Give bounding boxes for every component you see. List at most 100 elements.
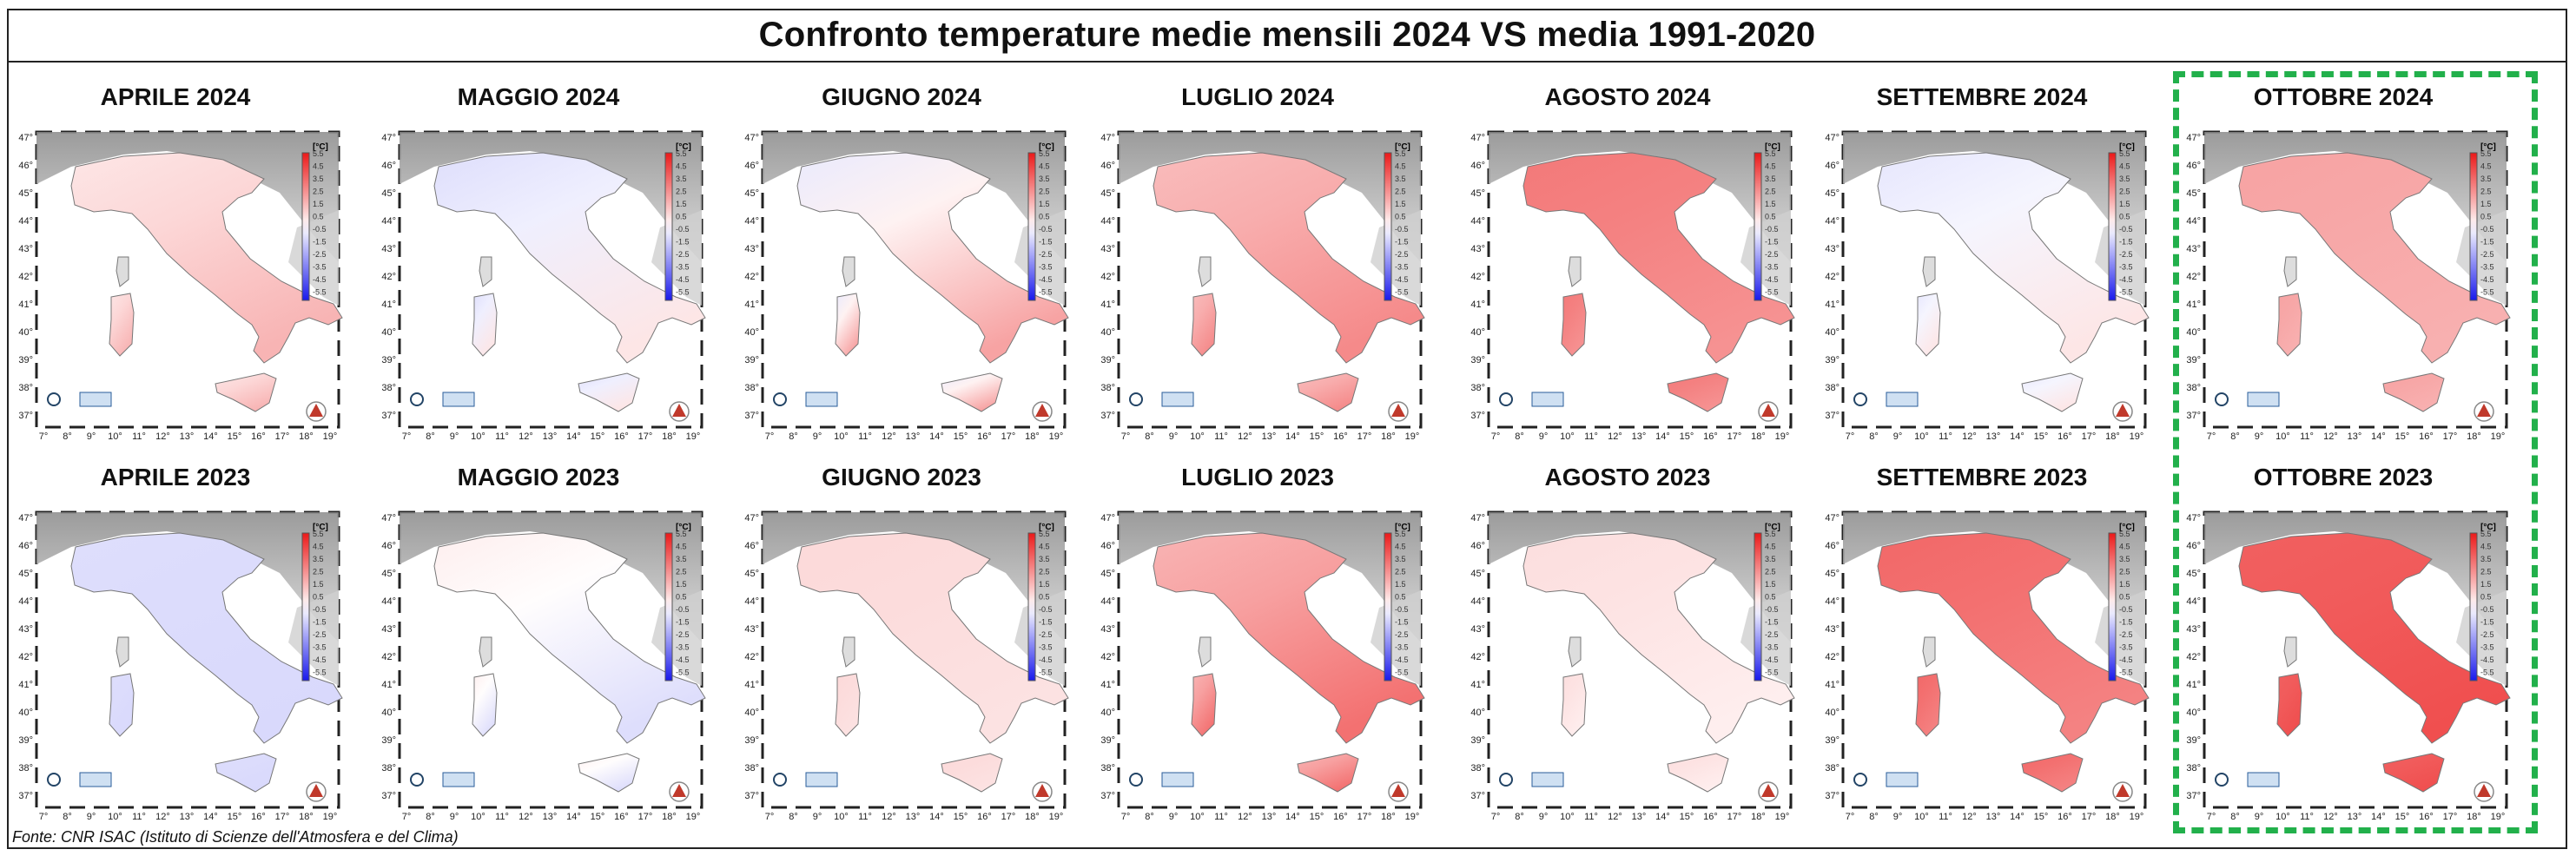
lon-label: 7° xyxy=(1121,431,1131,442)
colorbar-tick: 4.5 xyxy=(1395,543,1406,551)
colorbar-tick: 5.5 xyxy=(1395,149,1406,158)
lon-label: 10° xyxy=(834,812,849,822)
lat-label: 44° xyxy=(1825,596,1840,607)
cnr-logo xyxy=(1161,392,1194,407)
lon-label: 17° xyxy=(638,431,653,442)
terrain-relief xyxy=(1843,512,2145,642)
terrain-relief xyxy=(2204,132,2507,262)
colorbar-tick: 4.5 xyxy=(2480,162,2492,171)
region-sicily xyxy=(215,372,277,412)
lon-label: 9° xyxy=(2255,431,2264,442)
colorbar-tick: -5.5 xyxy=(2480,288,2494,297)
colorbar-tick: 2.5 xyxy=(2480,188,2492,196)
lon-label: 7° xyxy=(765,431,775,442)
colorbar-tick: -5.5 xyxy=(1765,288,1779,297)
lon-label: 16° xyxy=(2419,431,2434,442)
lat-label: 43° xyxy=(2186,244,2201,254)
region-sardinia xyxy=(472,293,498,357)
lon-label: 19° xyxy=(1775,812,1790,822)
lon-label: 14° xyxy=(2371,812,2386,822)
lon-label: 14° xyxy=(1655,431,1670,442)
compass-logo xyxy=(2474,781,2494,802)
lon-label: 17° xyxy=(275,812,290,822)
lon-label: 13° xyxy=(1262,431,1277,442)
lon-label: 18° xyxy=(1751,812,1766,822)
map-panel: MAGGIO 2024 [°C] 5.5 4.5 3.5 2.5 1.5 0.5 -0.5 -1.… xyxy=(365,80,712,444)
lon-label: 9° xyxy=(1169,431,1179,442)
lat-label: 38° xyxy=(1100,383,1115,393)
colorbar-tick: 1.5 xyxy=(2480,580,2492,589)
map-panel: SETTEMBRE 2023 [°C] 5.5 4.5 3.5 2.5 1.5 0.5 -0.5… xyxy=(1808,460,2156,825)
lat-label: 46° xyxy=(381,541,396,551)
colorbar-tick: 3.5 xyxy=(1765,174,1776,183)
lon-label: 9° xyxy=(1893,431,1903,442)
lon-label: 9° xyxy=(1169,812,1179,822)
terrain-relief xyxy=(2456,210,2507,306)
colorbar-tick: -2.5 xyxy=(1765,250,1779,259)
cnr-logo xyxy=(1886,392,1919,407)
lat-label: 43° xyxy=(1825,244,1840,254)
colorbar xyxy=(664,152,673,301)
lon-label: 15° xyxy=(228,431,242,442)
colorbar xyxy=(1384,532,1392,682)
lon-label: 18° xyxy=(1381,431,1396,442)
lat-label: 44° xyxy=(18,216,33,227)
colorbar-tick: -5.5 xyxy=(1395,288,1409,297)
lon-label: 19° xyxy=(2491,812,2506,822)
colorbar-tick: -0.5 xyxy=(2480,225,2494,234)
lat-label: 40° xyxy=(1100,327,1115,338)
compass-logo xyxy=(309,784,323,797)
terrain-relief xyxy=(1014,210,1065,306)
colorbar-tick: 2.5 xyxy=(1395,188,1406,196)
lat-label: 40° xyxy=(381,708,396,718)
lat-label: 47° xyxy=(1825,513,1840,523)
lon-label: 15° xyxy=(1680,431,1694,442)
lon-label: 7° xyxy=(39,431,49,442)
terrain-relief xyxy=(2095,590,2145,686)
colorbar-tick: 0.5 xyxy=(1765,213,1776,221)
lon-label: 19° xyxy=(1405,431,1420,442)
colorbar-tick: -1.5 xyxy=(1765,618,1779,627)
lat-label: 46° xyxy=(381,161,396,171)
colorbar-tick: -1.5 xyxy=(313,618,327,627)
lat-label: 43° xyxy=(2186,624,2201,635)
lat-label: 44° xyxy=(1470,216,1485,227)
lat-label: 43° xyxy=(1470,624,1485,635)
lon-label: 11° xyxy=(495,812,509,822)
lon-label: 9° xyxy=(450,431,459,442)
lat-label: 46° xyxy=(1100,541,1115,551)
lat-label: 40° xyxy=(1470,327,1485,338)
colorbar-tick: 5.5 xyxy=(2119,149,2130,158)
terrain-relief xyxy=(288,210,339,306)
lon-label: 15° xyxy=(591,431,605,442)
region-mainland xyxy=(1522,152,1795,364)
source-note: Fonte: CNR ISAC (Istituto di Scienze del… xyxy=(12,828,459,846)
lon-label: 18° xyxy=(2105,812,2120,822)
region-mainland xyxy=(2238,152,2511,364)
lon-label: 13° xyxy=(1632,812,1647,822)
lon-label: 8° xyxy=(63,431,72,442)
colorbar xyxy=(1027,152,1036,301)
colorbar-tick: -3.5 xyxy=(676,643,690,652)
lat-label: 41° xyxy=(2186,300,2201,310)
temperature-anomaly-map: [°C]5.5 4.5 3.5 2.5 1.5 0.5 -0.5 -1.5 -2.5 -3.5 -4… xyxy=(1100,130,1425,442)
title-bar: Confronto temperature medie mensili 2024… xyxy=(7,9,2567,63)
panel-title: LUGLIO 2024 xyxy=(1181,83,1334,110)
colorbar-tick: -4.5 xyxy=(313,655,327,664)
lat-label: 40° xyxy=(744,327,759,338)
colorbar xyxy=(2108,532,2117,682)
lat-label: 43° xyxy=(18,244,33,254)
colorbar-tick: -0.5 xyxy=(1395,605,1409,614)
lat-label: 40° xyxy=(1100,708,1115,718)
colorbar-tick: -0.5 xyxy=(1765,225,1779,234)
lat-label: 38° xyxy=(18,763,33,774)
colorbar-tick: -5.5 xyxy=(1765,668,1779,677)
lat-label: 39° xyxy=(1825,735,1840,746)
colorbar-tick: -5.5 xyxy=(1039,668,1053,677)
lat-label: 38° xyxy=(18,383,33,393)
lon-label: 14° xyxy=(2010,812,2024,822)
lat-label: 37° xyxy=(1100,791,1115,801)
lat-label: 45° xyxy=(1825,569,1840,579)
map-panel: GIUGNO 2024 [°C] 5.5 4.5 3.5 2.5 1.5 0.5 -0.5 -1.… xyxy=(728,80,1075,444)
lat-label: 42° xyxy=(18,272,33,282)
